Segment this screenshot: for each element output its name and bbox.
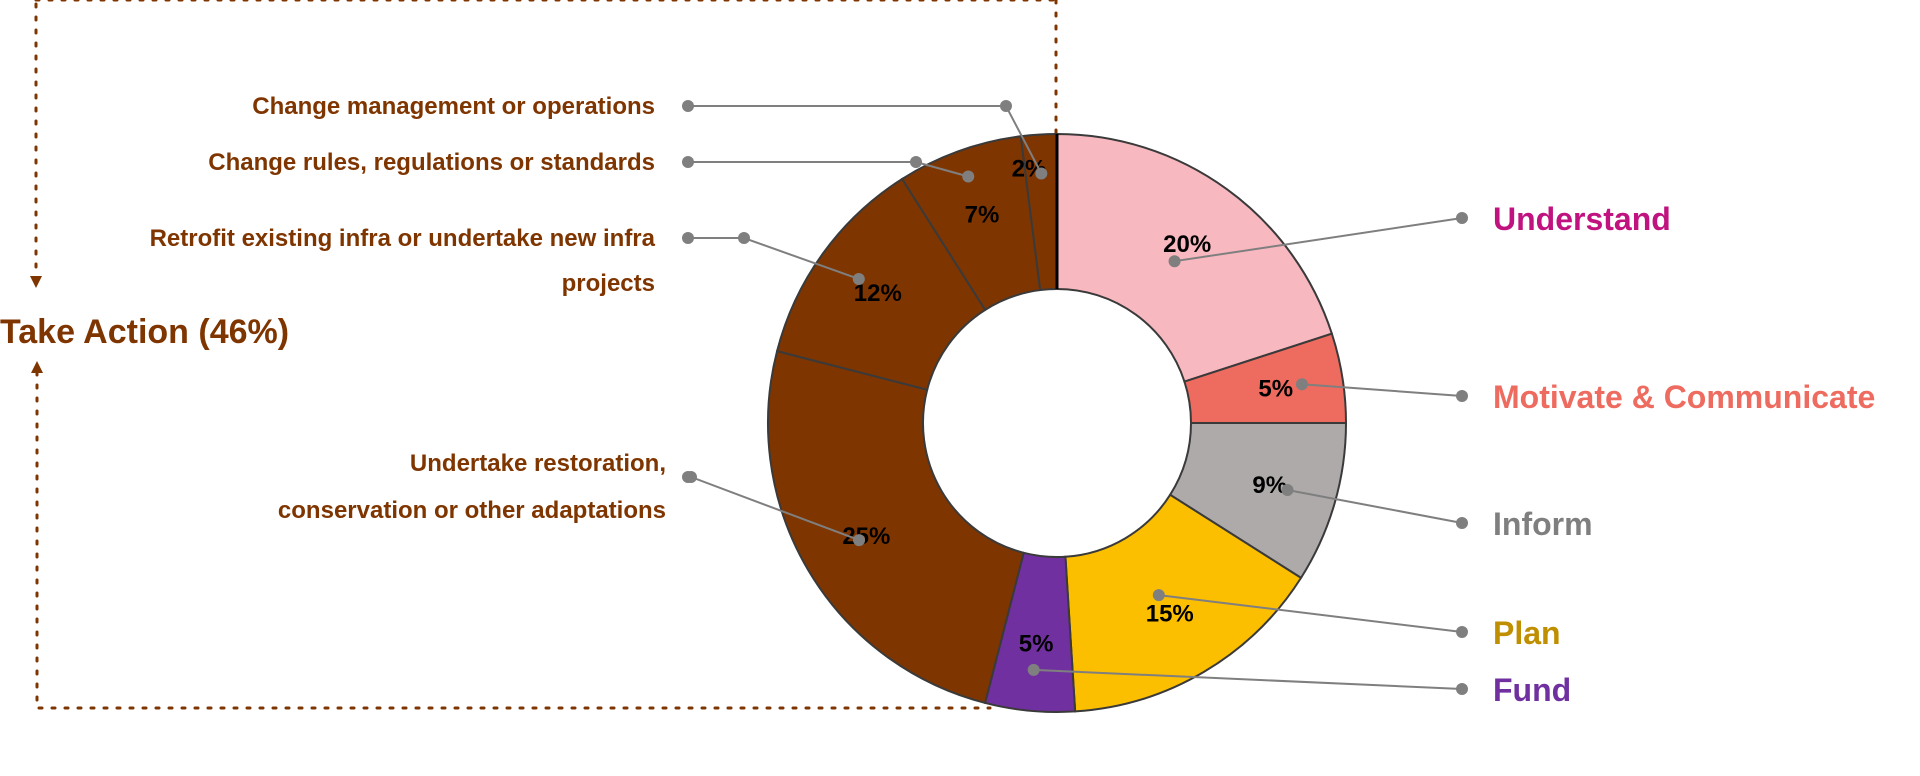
slice-plan <box>1064 493 1303 713</box>
legend-label-inform: Inform <box>1493 506 1593 542</box>
value-label-plan: 15% <box>1146 601 1194 628</box>
leader-dot-change-management-or-operations <box>1035 167 1048 180</box>
leader-elbow-change-management-or-operations <box>1000 100 1012 112</box>
value-label-retrofit-existing-infra-or-undertake-new-infra-projects: 12% <box>854 280 902 307</box>
leader-elbow-retrofit-existing-infra-or-undertake-new-infra-projects <box>738 232 750 244</box>
legend-label-retrofit-existing-infra-or-undertake-new-infra-projects: Retrofit existing infra or undertake new… <box>150 225 656 252</box>
value-label-change-rules-regulations-or-standards: 7% <box>965 202 1000 229</box>
leader-end-change-rules-regulations-or-standards <box>682 156 694 168</box>
legend-label-undertake-restoration-conservation-or-other-adaptations-line-2: conservation or other adaptations <box>278 497 666 524</box>
value-label-fund: 5% <box>1019 631 1054 658</box>
leader-dot-retrofit-existing-infra-or-undertake-new-infra-projects <box>852 272 865 285</box>
leader-end-change-management-or-operations <box>682 100 694 112</box>
legend-label-fund: Fund <box>1493 672 1571 708</box>
leader-line-understand <box>1174 217 1463 263</box>
slice-undertake-restoration-conservation-or-other-adaptations <box>767 349 1025 705</box>
leader-dot-understand <box>1168 255 1181 268</box>
group-label: Take Action (46%) <box>0 313 289 351</box>
legend-label-undertake-restoration-conservation-or-other-adaptations: Undertake restoration, <box>410 450 666 477</box>
leader-dot-undertake-restoration-conservation-or-other-adaptations <box>853 534 866 547</box>
leader-end-understand <box>1456 212 1468 224</box>
legend-label-change-rules-regulations-or-standards: Change rules, regulations or standards <box>208 149 655 176</box>
legend-label-understand: Understand <box>1493 201 1671 237</box>
group-arrow-down <box>30 276 42 288</box>
leader-end-fund <box>1456 683 1468 695</box>
value-label-inform: 9% <box>1252 472 1287 499</box>
leader-end-retrofit-existing-infra-or-undertake-new-infra-projects <box>682 232 694 244</box>
legend-label-retrofit-existing-infra-or-undertake-new-infra-projects-line-2: projects <box>562 270 655 297</box>
group-arrow-up <box>31 361 43 373</box>
leader-line-inform <box>1287 488 1463 524</box>
legend-label-plan: Plan <box>1493 615 1561 651</box>
leader-dot-motivate-communicate <box>1295 378 1308 391</box>
leader-line-plan <box>1158 594 1463 633</box>
legend-label-change-management-or-operations: Change management or operations <box>252 93 655 120</box>
leader-end-motivate-communicate <box>1456 390 1468 402</box>
value-label-motivate-communicate: 5% <box>1258 375 1293 402</box>
leader-line-motivate-communicate <box>1301 383 1463 397</box>
group-bracket <box>34 0 1058 710</box>
legend-label-motivate-communicate: Motivate & Communicate <box>1493 379 1875 415</box>
leader-dot-plan <box>1152 589 1165 602</box>
leader-dot-inform <box>1281 483 1294 496</box>
leader-line-fund <box>1033 668 1463 690</box>
leader-elbow-change-rules-regulations-or-standards <box>910 156 922 168</box>
leader-end-plan <box>1456 626 1468 638</box>
leader-dot-change-rules-regulations-or-standards <box>962 170 975 183</box>
value-label-understand: 20% <box>1163 231 1211 258</box>
leader-dot-fund <box>1027 663 1040 676</box>
leader-end-inform <box>1456 517 1468 529</box>
leader-elbow-undertake-restoration-conservation-or-other-adaptations <box>685 471 697 483</box>
slice-retrofit-existing-infra-or-undertake-new-infra-projects <box>775 177 987 391</box>
